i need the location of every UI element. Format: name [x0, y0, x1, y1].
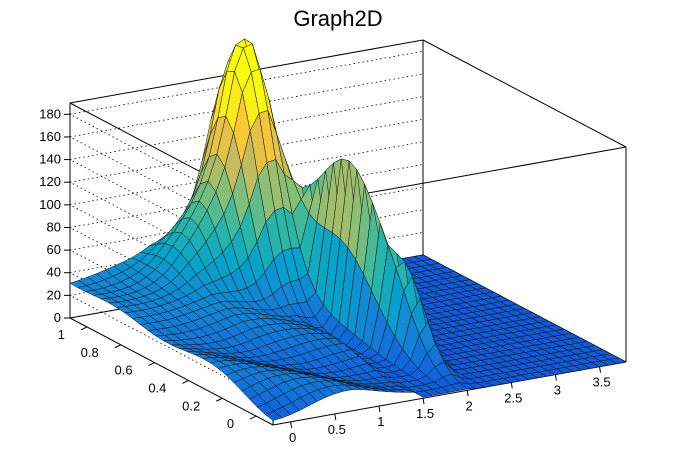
x-tick-label: 0.5	[328, 422, 346, 437]
y-tick	[114, 344, 121, 349]
x-tick-label: 0	[289, 430, 296, 445]
x-tick	[599, 366, 602, 373]
y-tick-label: 0.4	[148, 380, 166, 395]
gridline-z-120	[68, 118, 424, 290]
gridline-z-160	[68, 73, 424, 245]
x-tick	[290, 421, 293, 428]
z-tick-label: 60	[47, 242, 61, 257]
x-tick-label: 1.5	[416, 406, 434, 421]
x-tick-label: 2	[466, 398, 473, 413]
y-tick-label: 0.6	[115, 363, 133, 378]
z-tick-label: 180	[39, 106, 61, 121]
z-tick-label: 80	[47, 219, 61, 234]
x-tick	[466, 390, 469, 397]
x-tick-label: 3.5	[592, 375, 610, 390]
gridline-z-100	[68, 141, 424, 313]
gridline-z-80	[68, 164, 424, 335]
y-tick-label: 0	[227, 416, 234, 431]
x-tick	[422, 398, 425, 405]
x-tick-label: 2.5	[504, 390, 522, 405]
x-tick	[378, 406, 381, 413]
x-tick	[510, 382, 513, 389]
x-tick	[554, 374, 557, 381]
gridline-z-180	[68, 50, 424, 222]
x-tick-label: 3	[554, 383, 561, 398]
y-tick	[80, 326, 88, 331]
y-tick-label: 0.2	[182, 398, 200, 413]
y-tick	[216, 397, 223, 402]
surface-cell	[609, 357, 627, 364]
axis-ticks: 0 20 40 60 80 100 120 140 160 180 0 0.2 0.4 0.6 0.8 1 0 0…	[39, 106, 610, 445]
gridline-z-140	[68, 96, 424, 267]
z-tick-label: 0	[54, 310, 61, 325]
z-tick-label: 120	[39, 174, 61, 189]
chart-title: Graph2D	[293, 6, 382, 31]
y-tick-label: 0.8	[81, 345, 99, 360]
frame-edge	[422, 39, 627, 148]
y-tick	[148, 362, 155, 367]
x-tick-label: 1	[377, 414, 384, 429]
y-tick-label: 1	[58, 327, 65, 342]
z-tick-label: 20	[47, 287, 61, 302]
y-tick	[182, 379, 189, 384]
surface-mesh	[69, 38, 627, 421]
x-tick	[334, 413, 337, 421]
z-tick-label: 100	[39, 197, 61, 212]
z-tick-label: 160	[39, 129, 61, 144]
z-tick-label: 40	[47, 265, 61, 280]
frame-edge	[69, 317, 274, 426]
y-tick	[249, 415, 257, 420]
z-tick-label: 140	[39, 152, 61, 167]
